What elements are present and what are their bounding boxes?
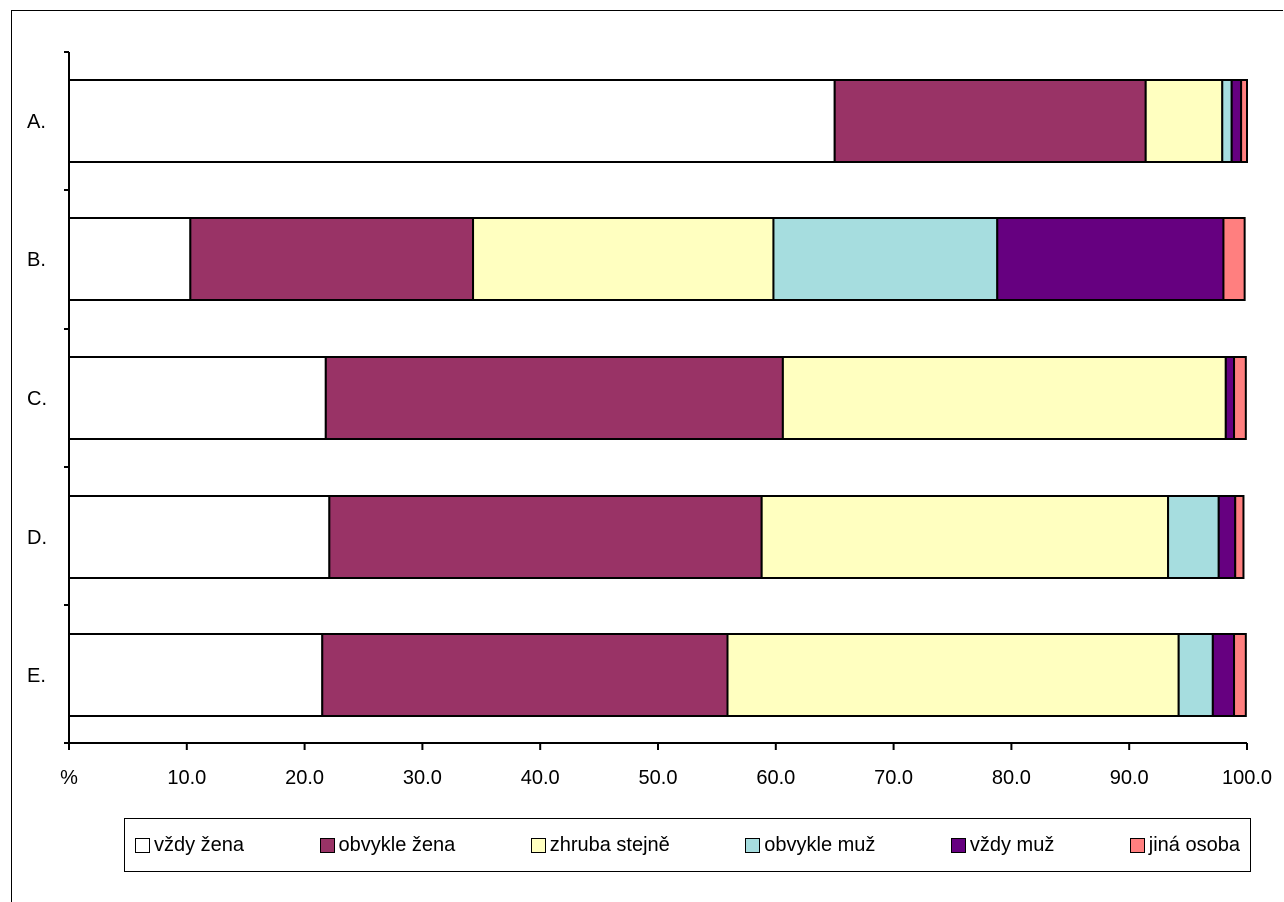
bar-d-series-5	[1234, 495, 1245, 579]
bar-a-series-1	[833, 79, 1147, 163]
legend-label: zhruba stejně	[549, 833, 670, 856]
bar-a-series-4	[1230, 79, 1243, 163]
category-label-e: E.	[27, 665, 46, 687]
legend-label: obvykle muž	[764, 833, 876, 856]
bar-e-series-4	[1211, 633, 1236, 717]
bar-d-series-1	[328, 495, 763, 579]
chart-legend: vždy žena obvykle žena zhruba stejně obvykl…	[124, 818, 1251, 872]
x-tick-label: 60.0	[756, 767, 795, 789]
axes-layer	[64, 51, 1248, 750]
category-label-d: D.	[27, 527, 47, 549]
chart-frame	[11, 10, 1283, 902]
bar-d-series-2	[760, 495, 1170, 579]
legend-item: jiná osoba	[1129, 833, 1240, 857]
category-label-b: B.	[27, 249, 46, 271]
x-tick-label: 90.0	[1110, 767, 1149, 789]
category-label-c: C.	[27, 388, 47, 410]
x-tick-label: 20.0	[285, 767, 324, 789]
bar-c-series-1	[324, 356, 784, 440]
legend-item: obvykle muž	[745, 834, 875, 857]
labels-layer: A. B. C. D. E.% 10.0 20.0 30.0 40.0 50.0 60.0 70.0 8…	[27, 111, 1272, 789]
x-tick-label: 30.0	[403, 767, 442, 789]
category-label-a: A.	[27, 111, 46, 133]
legend-item: obvykle žena	[319, 833, 456, 857]
bar-b-series-5	[1222, 217, 1246, 301]
bar-d-series-0	[68, 495, 331, 579]
x-tick-label: 80.0	[992, 767, 1031, 789]
bar-c-series-5	[1233, 356, 1247, 440]
bar-b-series-1	[189, 217, 475, 301]
bar-e-series-2	[726, 633, 1180, 717]
bar-a-series-0	[68, 79, 836, 163]
x-tick-label: 10.0	[167, 767, 206, 789]
legend-item: zhruba stejně	[530, 833, 670, 857]
bar-b-series-0	[68, 217, 192, 301]
bar-a-series-3	[1221, 79, 1233, 163]
bar-c-series-0	[68, 356, 327, 440]
bar-e-series-1	[321, 633, 729, 717]
bar-e-series-0	[68, 633, 324, 717]
bar-c-series-4	[1224, 356, 1236, 440]
legend-item: vždy žena	[135, 834, 244, 857]
legend-item: vždy muž	[950, 833, 1055, 857]
x-tick-label: 50.0	[639, 767, 678, 789]
bar-d-series-4	[1217, 495, 1237, 579]
bar-a-series-2	[1144, 79, 1224, 163]
x-tick-label: %	[60, 767, 78, 789]
legend-swatch	[319, 837, 335, 853]
legend-swatch	[745, 837, 761, 853]
legend-label: vždy žena	[154, 833, 245, 856]
bar-b-series-3	[772, 217, 999, 301]
legend-swatch	[1129, 837, 1145, 853]
legend-label: obvykle žena	[338, 833, 456, 856]
legend-swatch	[530, 837, 546, 853]
x-tick-label: 70.0	[874, 767, 913, 789]
x-tick-label: 100.0	[1222, 767, 1272, 789]
legend-label: vždy muž	[969, 833, 1055, 856]
legend-swatch	[135, 837, 150, 853]
bar-c-series-2	[781, 356, 1227, 440]
bar-e-series-3	[1177, 633, 1214, 717]
bar-b-series-4	[996, 217, 1225, 301]
bar-e-series-5	[1233, 633, 1247, 717]
x-tick-label: 40.0	[521, 767, 560, 789]
bar-d-series-3	[1167, 495, 1220, 579]
legend-swatch	[950, 837, 966, 853]
bar-b-series-2	[472, 217, 775, 301]
bars-layer	[68, 79, 1248, 717]
bar-a-series-5	[1240, 79, 1248, 163]
legend-label: jiná osoba	[1148, 833, 1240, 856]
